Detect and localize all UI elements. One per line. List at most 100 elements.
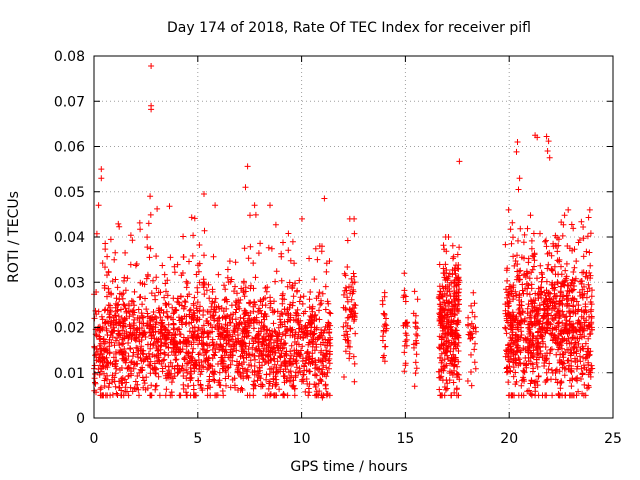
data-point (290, 382, 297, 389)
data-point (168, 349, 175, 356)
data-point (546, 249, 553, 256)
data-point (521, 318, 528, 325)
data-point (344, 264, 351, 270)
data-point (584, 274, 591, 281)
data-point (265, 357, 272, 364)
data-point (181, 355, 188, 362)
y-tick-label: 0.06 (54, 140, 85, 156)
data-point (134, 373, 141, 379)
data-point (134, 381, 141, 388)
data-point (228, 352, 235, 359)
data-point (542, 355, 549, 362)
data-point (271, 361, 278, 368)
data-point (278, 277, 285, 284)
data-point (553, 351, 560, 358)
data-point (119, 295, 126, 302)
data-point (197, 381, 204, 388)
data-point (303, 324, 310, 331)
data-point (518, 382, 525, 389)
data-point (553, 243, 560, 249)
data-point (117, 322, 124, 329)
data-point (441, 290, 448, 297)
data-point (561, 278, 568, 285)
data-point (212, 202, 219, 209)
data-point (446, 270, 453, 277)
data-point (147, 341, 154, 348)
data-point (569, 376, 576, 383)
data-point (152, 370, 159, 376)
data-point (341, 374, 347, 380)
data-point (505, 354, 512, 361)
data-point (121, 274, 128, 281)
data-point (216, 320, 223, 327)
data-point (157, 289, 164, 296)
data-point (539, 324, 546, 331)
data-point (507, 314, 514, 321)
data-point (319, 394, 326, 401)
data-point (200, 334, 207, 341)
data-point (438, 359, 445, 366)
data-point (569, 276, 576, 283)
data-point (511, 317, 518, 324)
data-point (324, 369, 331, 376)
data-point (537, 350, 544, 357)
data-point (300, 335, 306, 341)
data-point (554, 279, 561, 285)
data-point (234, 358, 240, 365)
data-point (532, 322, 539, 329)
data-point (281, 296, 288, 303)
data-point (410, 310, 417, 317)
data-point (250, 260, 257, 267)
data-point (101, 307, 108, 314)
data-point (302, 325, 309, 332)
data-point (412, 370, 419, 377)
data-point (411, 288, 418, 295)
data-point (529, 266, 536, 273)
data-point (101, 285, 108, 291)
data-point (211, 299, 218, 306)
data-point (271, 355, 278, 362)
data-point (128, 370, 135, 377)
data-point (456, 244, 463, 251)
data-point (587, 373, 594, 380)
data-point (108, 339, 115, 346)
data-point (546, 350, 553, 357)
data-point (455, 334, 462, 341)
data-point (275, 344, 282, 351)
data-point (280, 368, 287, 375)
data-point (195, 377, 202, 384)
data-point (316, 307, 322, 314)
data-point (585, 281, 592, 288)
data-point (200, 364, 207, 371)
data-point (177, 331, 184, 338)
data-point (190, 302, 197, 309)
data-point (447, 360, 454, 367)
data-point (218, 358, 225, 365)
data-point (167, 359, 174, 366)
data-point (556, 310, 563, 316)
data-point (106, 314, 113, 321)
data-point (563, 326, 570, 333)
data-point (126, 321, 133, 328)
data-point (114, 335, 121, 341)
data-point (509, 326, 516, 333)
data-point (200, 276, 207, 283)
data-point (230, 345, 237, 352)
data-point (215, 333, 222, 340)
data-point (209, 339, 216, 346)
data-point (232, 283, 238, 290)
data-point (522, 346, 529, 353)
data-point (465, 314, 472, 321)
data-point (180, 373, 187, 379)
data-point (170, 325, 177, 332)
data-point (217, 382, 224, 389)
data-point (559, 319, 566, 326)
data-point (225, 364, 232, 371)
data-point (139, 301, 146, 308)
data-point (582, 307, 589, 314)
data-point (444, 380, 451, 387)
data-point (404, 319, 411, 326)
data-point (135, 386, 142, 393)
data-point (153, 366, 159, 373)
data-point (145, 220, 152, 227)
